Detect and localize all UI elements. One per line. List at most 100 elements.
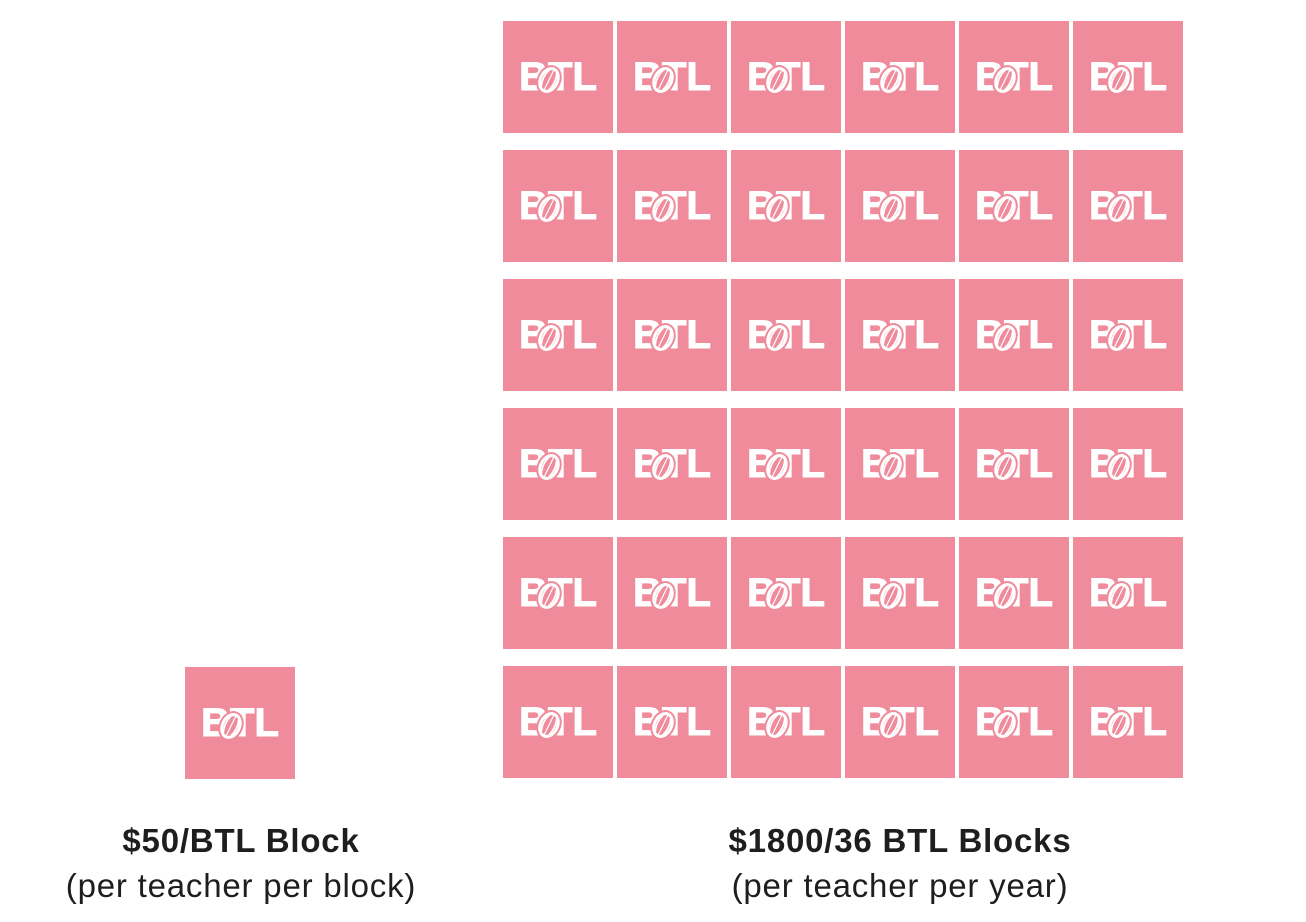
btl-logo: BTL [747,443,826,484]
single-block-area: BTL [185,667,295,779]
btl-logo: BTL [861,56,940,97]
btl-block: BTL [617,21,727,133]
btl-block: BTL [959,279,1069,391]
btl-ball-icon [878,323,904,353]
btl-ball-icon [764,452,790,482]
btl-ball-icon [992,323,1018,353]
btl-block: BTL [617,408,727,520]
btl-ball-icon [218,711,244,741]
btl-ball-icon [650,194,676,224]
btl-ball-icon [1106,194,1132,224]
btl-block: BTL [845,666,955,778]
btl-logo: BTL [1089,701,1168,742]
btl-block: BTL [185,667,295,779]
btl-ball-icon [764,194,790,224]
btl-logo: BTL [975,701,1054,742]
btl-block: BTL [959,666,1069,778]
btl-ball-icon [650,65,676,95]
btl-block: BTL [617,537,727,649]
btl-ball-icon [878,710,904,740]
btl-logo: BTL [861,572,940,613]
btl-block: BTL [503,21,613,133]
btl-block: BTL [503,408,613,520]
btl-ball-icon [764,581,790,611]
btl-logo: BTL [861,701,940,742]
btl-logo: BTL [633,701,712,742]
btl-ball-icon [536,452,562,482]
btl-logo: BTL [861,314,940,355]
single-price-caption: $50/BTL Block (per teacher per block) [66,818,416,908]
btl-block: BTL [845,537,955,649]
btl-ball-icon [992,452,1018,482]
btl-logo: BTL [1089,443,1168,484]
btl-ball-icon [992,65,1018,95]
btl-ball-icon [536,65,562,95]
btl-ball-icon [764,65,790,95]
btl-block: BTL [731,408,841,520]
btl-logo: BTL [747,314,826,355]
btl-logo: BTL [633,443,712,484]
btl-logo: BTL [975,443,1054,484]
single-price-sublabel: (per teacher per block) [65,867,417,904]
btl-ball-icon [878,194,904,224]
bundle-price-label: $1800/36 BTL Blocks [728,822,1072,859]
btl-ball-icon [878,65,904,95]
single-price-label: $50/BTL Block [122,822,360,859]
btl-ball-icon [536,581,562,611]
btl-logo: BTL [1089,185,1168,226]
btl-ball-icon [1106,710,1132,740]
btl-block: BTL [503,279,613,391]
btl-ball-icon [878,452,904,482]
btl-block: BTL [959,537,1069,649]
btl-block: BTL [1073,279,1183,391]
btl-logo: BTL [519,572,598,613]
btl-logo: BTL [861,443,940,484]
btl-logo: BTL [975,314,1054,355]
btl-logo: BTL [861,185,940,226]
btl-ball-icon [1106,65,1132,95]
btl-ball-icon [650,452,676,482]
btl-ball-icon [992,194,1018,224]
btl-block: BTL [731,666,841,778]
btl-logo: BTL [1089,314,1168,355]
btl-block: BTL [845,408,955,520]
btl-block: BTL [845,150,955,262]
btl-block: BTL [731,21,841,133]
btl-block: BTL [845,21,955,133]
btl-block: BTL [1073,21,1183,133]
btl-ball-icon [1106,452,1132,482]
btl-block: BTL [503,666,613,778]
btl-logo: BTL [975,56,1054,97]
btl-ball-icon [992,581,1018,611]
bundle-grid: BTL BTL [503,21,1183,778]
btl-block: BTL [731,150,841,262]
btl-logo: BTL [633,314,712,355]
btl-logo: BTL [747,185,826,226]
btl-ball-icon [650,581,676,611]
btl-ball-icon [536,710,562,740]
btl-logo: BTL [1089,56,1168,97]
btl-ball-icon [764,323,790,353]
bundle-price-sublabel: (per teacher per year) [731,867,1069,904]
btl-logo: BTL [519,443,598,484]
btl-logo: BTL [633,572,712,613]
btl-ball-icon [536,194,562,224]
btl-ball-icon [878,581,904,611]
btl-block: BTL [959,21,1069,133]
btl-ball-icon [992,710,1018,740]
btl-logo: BTL [747,572,826,613]
btl-ball-icon [650,323,676,353]
btl-logo: BTL [519,56,598,97]
btl-block: BTL [731,279,841,391]
btl-logo: BTL [519,701,598,742]
btl-logo: BTL [747,56,826,97]
btl-ball-icon [1106,323,1132,353]
btl-block: BTL [617,666,727,778]
btl-logo: BTL [1089,572,1168,613]
btl-block: BTL [617,279,727,391]
btl-ball-icon [650,710,676,740]
bundle-price-caption: $1800/36 BTL Blocks (per teacher per yea… [729,818,1072,908]
btl-block: BTL [617,150,727,262]
btl-logo: BTL [519,314,598,355]
